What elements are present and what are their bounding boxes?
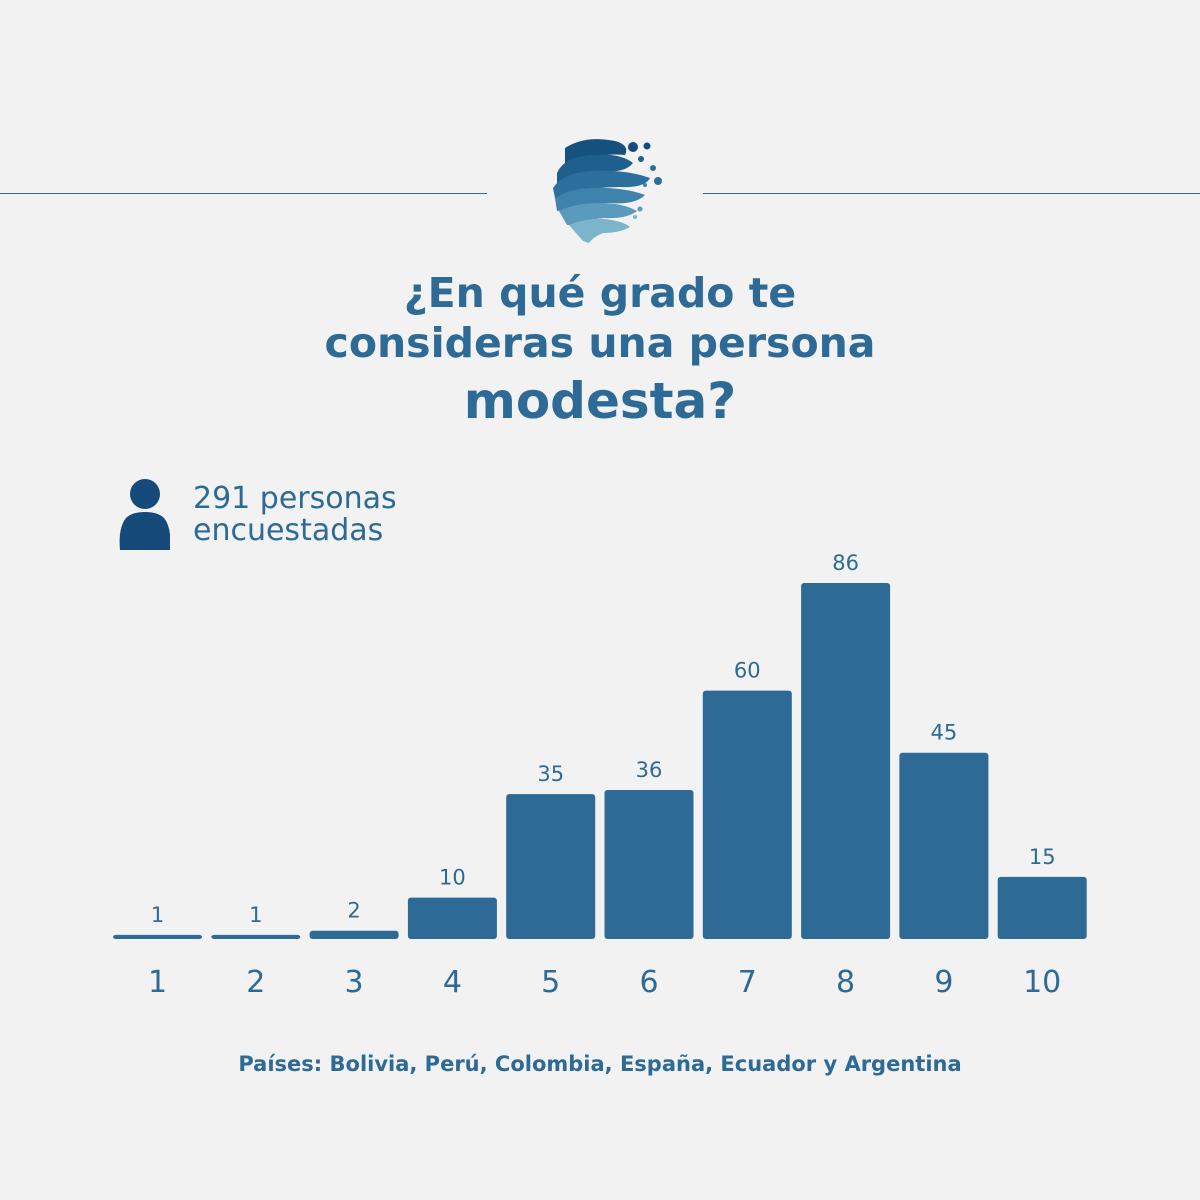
chart-title: ¿En qué grado te consideras una persona … (0, 268, 1200, 434)
data-label-7: 60 (734, 659, 761, 683)
bar-chart: 1 1 1 2 2 3 10 4 35 5 36 6 60 7 86 8 45 9 15 10 (113, 551, 1087, 1000)
x-tick-label-4: 4 (443, 965, 462, 1000)
person-icon (119, 479, 170, 550)
respondents-label: encuestadas (193, 513, 384, 548)
bar-2 (211, 934, 301, 939)
x-tick-label-1: 1 (148, 965, 167, 1000)
title-line-3: modesta? (463, 372, 737, 430)
data-label-9: 45 (931, 721, 958, 745)
data-label-8: 86 (832, 551, 859, 575)
bar-5 (506, 794, 596, 939)
bar-1 (113, 934, 202, 939)
title-line-1: ¿En qué grado te (403, 269, 797, 317)
bar-3 (309, 930, 399, 939)
data-label-6: 36 (636, 758, 663, 782)
bar-4 (407, 897, 497, 939)
bar-6 (604, 790, 694, 939)
x-tick-label-5: 5 (541, 965, 560, 1000)
divider-right (703, 193, 1200, 194)
data-label-10: 15 (1029, 845, 1056, 869)
x-tick-label-9: 9 (934, 965, 953, 1000)
data-label-2: 1 (249, 903, 262, 927)
bar-8 (801, 583, 891, 939)
x-tick-label-6: 6 (639, 965, 658, 1000)
data-label-3: 2 (347, 899, 360, 923)
title-line-2: consideras una persona (324, 319, 876, 367)
x-tick-label-7: 7 (738, 965, 757, 1000)
x-tick-label-10: 10 (1023, 965, 1061, 1000)
countries-footer: Países: Bolivia, Perú, Colombia, España,… (238, 1052, 962, 1076)
respondents-text: 291 personas encuestadas (193, 483, 493, 547)
data-label-4: 10 (439, 866, 466, 890)
x-tick-label-2: 2 (246, 965, 265, 1000)
bar-9 (899, 752, 989, 939)
divider-left (0, 193, 487, 194)
brain-head-logo-icon (553, 139, 662, 243)
data-label-5: 35 (537, 762, 564, 786)
data-label-1: 1 (151, 903, 164, 927)
bar-7 (702, 690, 792, 939)
respondents-count: 291 personas (193, 481, 397, 516)
x-tick-label-3: 3 (345, 965, 364, 1000)
x-tick-label-8: 8 (836, 965, 855, 1000)
bar-10 (997, 876, 1087, 939)
